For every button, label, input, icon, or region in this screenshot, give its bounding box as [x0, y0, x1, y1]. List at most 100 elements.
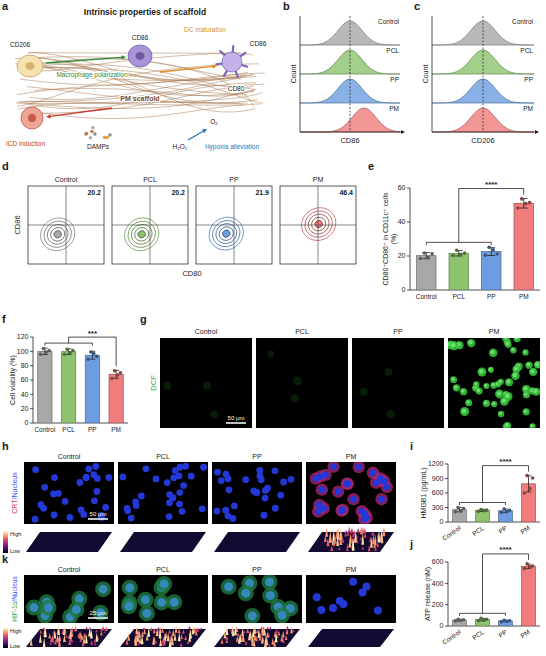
- nucleus: [288, 476, 295, 483]
- surface-spike: [292, 630, 295, 632]
- figure: aIntrinsic properties of scaffoldCD206Ma…: [0, 0, 546, 656]
- cell-highlight: [505, 423, 509, 427]
- data-point: [455, 248, 459, 252]
- tick: [30, 351, 33, 352]
- micrograph: [306, 575, 396, 623]
- bar: [109, 374, 123, 423]
- cell-highlight: [466, 400, 470, 404]
- label: CD206: [10, 41, 31, 48]
- surface-plane: [214, 532, 300, 552]
- surface-spike: [83, 633, 86, 638]
- tick-label: 60: [398, 184, 406, 191]
- cell-highlight: [468, 340, 472, 344]
- surface-spike: [127, 634, 130, 641]
- cell: [293, 377, 302, 386]
- plot-frame: [196, 186, 272, 264]
- data-point: [451, 254, 455, 258]
- category-label: PCL: [62, 426, 75, 433]
- significance: ****: [485, 180, 498, 189]
- bar: [522, 484, 536, 522]
- image-title: Control: [58, 453, 81, 460]
- cytoplasm: [156, 576, 172, 592]
- row-label: PCL: [386, 47, 399, 54]
- cell-highlight: [523, 350, 526, 353]
- surface-spike: [248, 632, 251, 641]
- stain-label: HIF-1α/Nucleus: [11, 576, 18, 622]
- tick-label: 100: [17, 348, 29, 355]
- tick-label: 80: [21, 362, 29, 369]
- label: DC maturation: [184, 26, 226, 33]
- cell-highlight: [492, 402, 495, 405]
- nucleus: [264, 485, 271, 492]
- nucleus: [355, 464, 362, 471]
- category-label: PP: [88, 426, 97, 433]
- colorbar-label: High: [10, 628, 21, 634]
- cell: [384, 368, 392, 376]
- surface-spike: [374, 546, 377, 551]
- cytoplasm: [40, 600, 56, 616]
- panel-letter: i: [410, 440, 413, 452]
- contour: [296, 201, 342, 246]
- damp: [106, 136, 109, 139]
- data-point: [86, 357, 90, 361]
- data-point: [523, 491, 527, 495]
- surface-spike: [163, 641, 166, 646]
- surface-spike: [56, 634, 59, 642]
- surface-spike: [357, 528, 360, 532]
- nucleus: [315, 508, 322, 515]
- damp: [89, 136, 92, 139]
- surface-spike: [58, 640, 61, 647]
- surface-plane: [26, 629, 112, 647]
- nucleus: [224, 582, 233, 591]
- cell-highlight: [535, 362, 539, 366]
- cell-highlight: [506, 380, 510, 384]
- bar: [449, 253, 469, 290]
- data-point: [531, 476, 535, 480]
- surface-spike: [268, 644, 271, 647]
- marks: [453, 474, 536, 522]
- cell-highlight: [474, 382, 477, 385]
- label: H₂O₂: [173, 143, 188, 150]
- plot-title: PCL: [143, 176, 157, 183]
- contours: [203, 211, 249, 256]
- tick: [445, 604, 448, 605]
- surface-spike: [90, 641, 93, 645]
- bar-chart: j0200400600ControlPCLPPPMATP release (nM…: [409, 538, 540, 646]
- cell: [529, 368, 537, 376]
- surface-spike: [143, 628, 146, 635]
- cell-highlight: [534, 389, 538, 393]
- cell-highlight: [536, 362, 539, 365]
- data-point: [516, 206, 520, 210]
- micrograph-content: [26, 581, 111, 623]
- nucleus: [143, 465, 150, 472]
- cell-highlight: [527, 363, 531, 367]
- surface-spike: [103, 631, 106, 633]
- category-label: PCL: [471, 524, 486, 537]
- nucleus: [32, 516, 39, 523]
- cell: [450, 376, 457, 383]
- damp: [91, 126, 94, 129]
- surface-spike: [361, 532, 364, 544]
- error-bar: [526, 476, 532, 492]
- cell-highlight: [451, 343, 456, 348]
- hif-nuclear: [241, 589, 250, 598]
- contour: [53, 229, 63, 239]
- contour: [208, 215, 245, 251]
- cell: [163, 382, 171, 390]
- cell: [477, 367, 486, 376]
- data-point: [528, 201, 532, 205]
- data-point: [463, 251, 467, 255]
- cell: [488, 367, 494, 373]
- surface-spike: [282, 631, 285, 638]
- surface-spike: [349, 536, 352, 547]
- surface-spike: [95, 629, 98, 632]
- hif-nuclear: [265, 577, 274, 586]
- surface-spike: [141, 631, 144, 637]
- crt-signal: [332, 485, 344, 497]
- row-label: PCL: [520, 47, 533, 54]
- image-title: PCL: [156, 566, 170, 573]
- surface-spike: [172, 629, 175, 636]
- data-point: [508, 508, 512, 512]
- surface-spike: [264, 638, 267, 647]
- cell: [498, 379, 504, 385]
